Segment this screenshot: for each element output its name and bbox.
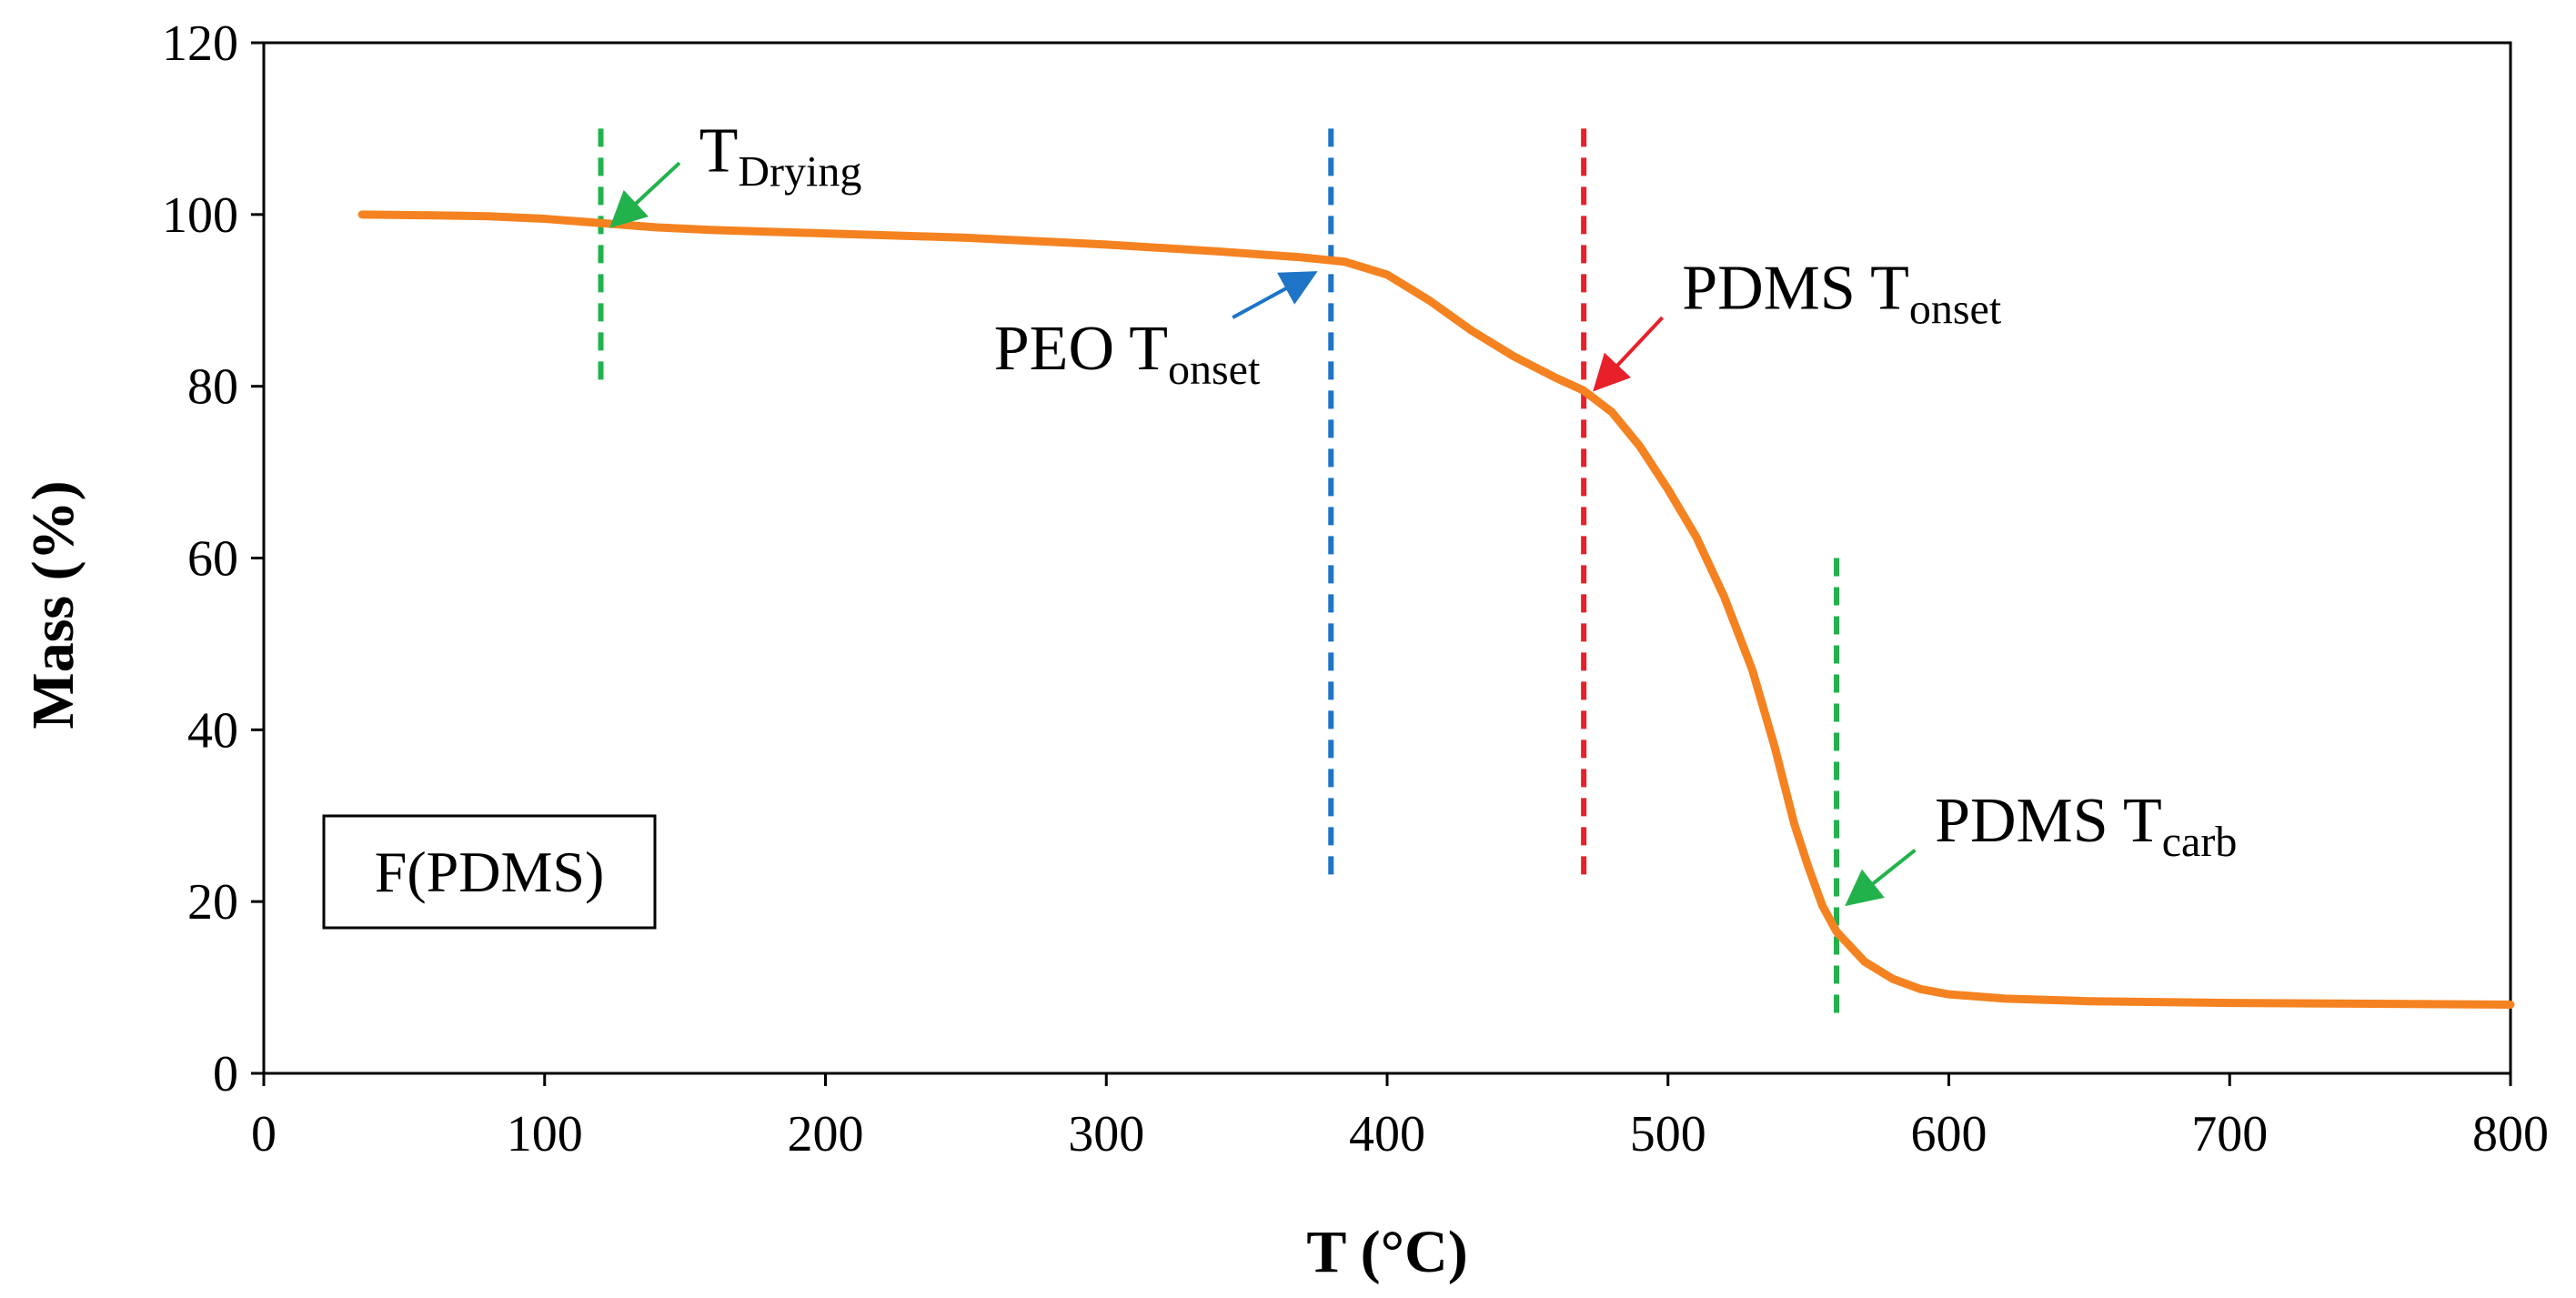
- y-tick-label: 120: [162, 15, 238, 72]
- x-tick-label: 600: [1911, 1106, 1987, 1162]
- y-axis-title: Mass (%): [20, 480, 86, 729]
- annotations-group: TDrying PEO Tonset PDMS Tonset PDMS Tcarb: [609, 116, 2237, 907]
- y-tick-label: 80: [187, 359, 238, 416]
- sample-label: F(PDMS): [375, 840, 605, 904]
- x-tick-label: 500: [1630, 1106, 1706, 1162]
- marker-lines: [598, 128, 1839, 1022]
- annotation-arrow-peo-tonset: [1232, 271, 1318, 319]
- y-tick-label: 40: [187, 702, 238, 759]
- annotation-label-pdms-tonset: PDMS Tonset: [1682, 254, 2002, 334]
- y-tick-label: 0: [213, 1046, 238, 1102]
- annotation-label-peo-tonset: PEO Tonset: [994, 314, 1261, 394]
- series-group: [357, 210, 2515, 1009]
- x-tick-label: 100: [507, 1106, 583, 1162]
- x-tick-label: 300: [1068, 1106, 1144, 1162]
- annotation-arrow-t-drying: [609, 161, 681, 228]
- annotation-label-t-drying: TDrying: [699, 116, 862, 196]
- series-line-mass: [357, 210, 2515, 1009]
- y-tick-label: 60: [187, 531, 238, 588]
- sample-label-box: F(PDMS): [322, 814, 657, 930]
- x-tick-label: 400: [1349, 1106, 1425, 1162]
- x-axis-title: T (°C): [1306, 1219, 1467, 1285]
- y-tick-label: 100: [162, 187, 238, 244]
- x-tick-label: 700: [2191, 1106, 2268, 1162]
- y-tick-label: 20: [187, 874, 238, 931]
- y-axis-ticks: 0 20 40 60 80 100 120: [162, 15, 264, 1102]
- annotation-arrow-pdms-tcarb: [1845, 848, 1917, 907]
- x-tick-label: 200: [788, 1106, 864, 1162]
- x-tick-label: 0: [251, 1106, 277, 1162]
- annotation-arrow-pdms-tonset: [1593, 316, 1665, 392]
- x-tick-label: 800: [2472, 1106, 2549, 1162]
- annotation-label-pdms-tcarb: PDMS Tcarb: [1935, 786, 2237, 866]
- x-axis-ticks: 0 100 200 300 400 500 600 700 800: [251, 1073, 2549, 1162]
